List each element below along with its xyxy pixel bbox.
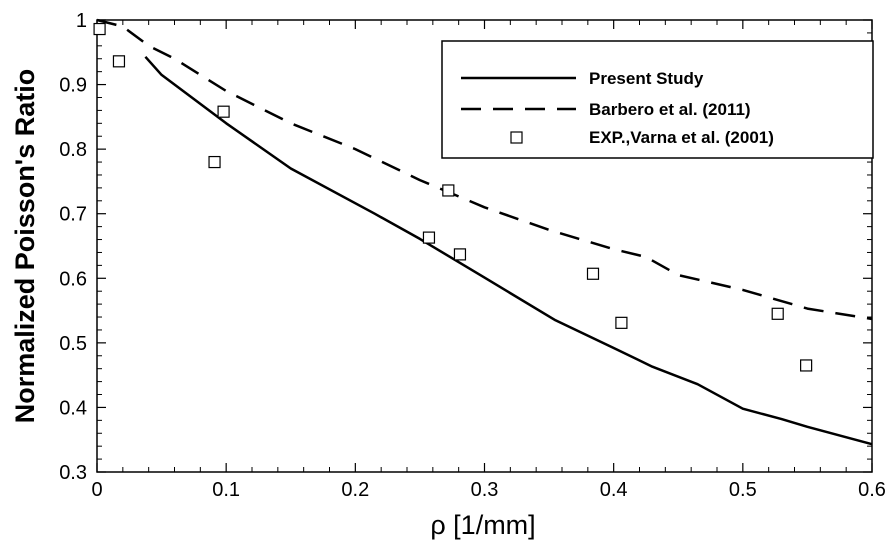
legend-label-present-study: Present Study bbox=[589, 69, 704, 88]
data-point-exp bbox=[93, 22, 106, 36]
data-point-exp bbox=[422, 231, 436, 244]
x-tick-label: 0.6 bbox=[858, 479, 886, 501]
y-tick-label: 0.3 bbox=[59, 462, 87, 484]
x-tick-label: 0.2 bbox=[341, 479, 369, 501]
y-tick-label: 0.7 bbox=[59, 204, 87, 226]
data-point-exp bbox=[453, 248, 467, 261]
x-axis-ticks: 0 0.1 0.2 0.3 0.4 0.5 0.6 bbox=[91, 20, 886, 501]
legend: Present Study Barbero et al. (2011) EXP.… bbox=[441, 40, 874, 159]
legend-marker-exp bbox=[510, 131, 523, 144]
legend-label-exp: EXP.,Varna et al. (2001) bbox=[589, 128, 774, 147]
y-tick-label: 1 bbox=[76, 10, 87, 32]
data-point-exp bbox=[217, 105, 230, 118]
y-tick-label: 0.6 bbox=[59, 268, 87, 290]
data-point-exp bbox=[771, 307, 784, 320]
x-tick-label: 0.1 bbox=[212, 479, 240, 501]
y-tick-label: 0.9 bbox=[59, 75, 87, 97]
data-point-exp bbox=[208, 155, 221, 169]
series-layer bbox=[93, 18, 873, 446]
data-point-exp bbox=[615, 316, 628, 329]
data-point-exp bbox=[800, 359, 813, 372]
series-line-present-study bbox=[144, 55, 873, 446]
x-tick-label: 0.4 bbox=[600, 479, 628, 501]
y-tick-label: 0.4 bbox=[59, 397, 87, 419]
data-point-exp bbox=[442, 184, 455, 197]
y-axis-ticks: 0.3 0.4 0.5 0.6 0.7 0.8 0.9 1 bbox=[59, 10, 872, 484]
y-tick-label: 0.8 bbox=[59, 139, 87, 161]
x-tick-label: 0.5 bbox=[729, 479, 757, 501]
y-tick-label: 0.5 bbox=[59, 333, 87, 355]
legend-box bbox=[441, 40, 874, 159]
x-tick-label: 0 bbox=[91, 479, 102, 501]
legend-label-barbero: Barbero et al. (2011) bbox=[589, 100, 751, 119]
y-axis-title: Normalized Poisson's Ratio bbox=[10, 69, 40, 424]
data-point-exp bbox=[112, 55, 126, 68]
data-point-exp bbox=[586, 267, 600, 280]
x-tick-label: 0.3 bbox=[471, 479, 499, 501]
x-axis-title: ρ [1/mm] bbox=[430, 510, 535, 540]
